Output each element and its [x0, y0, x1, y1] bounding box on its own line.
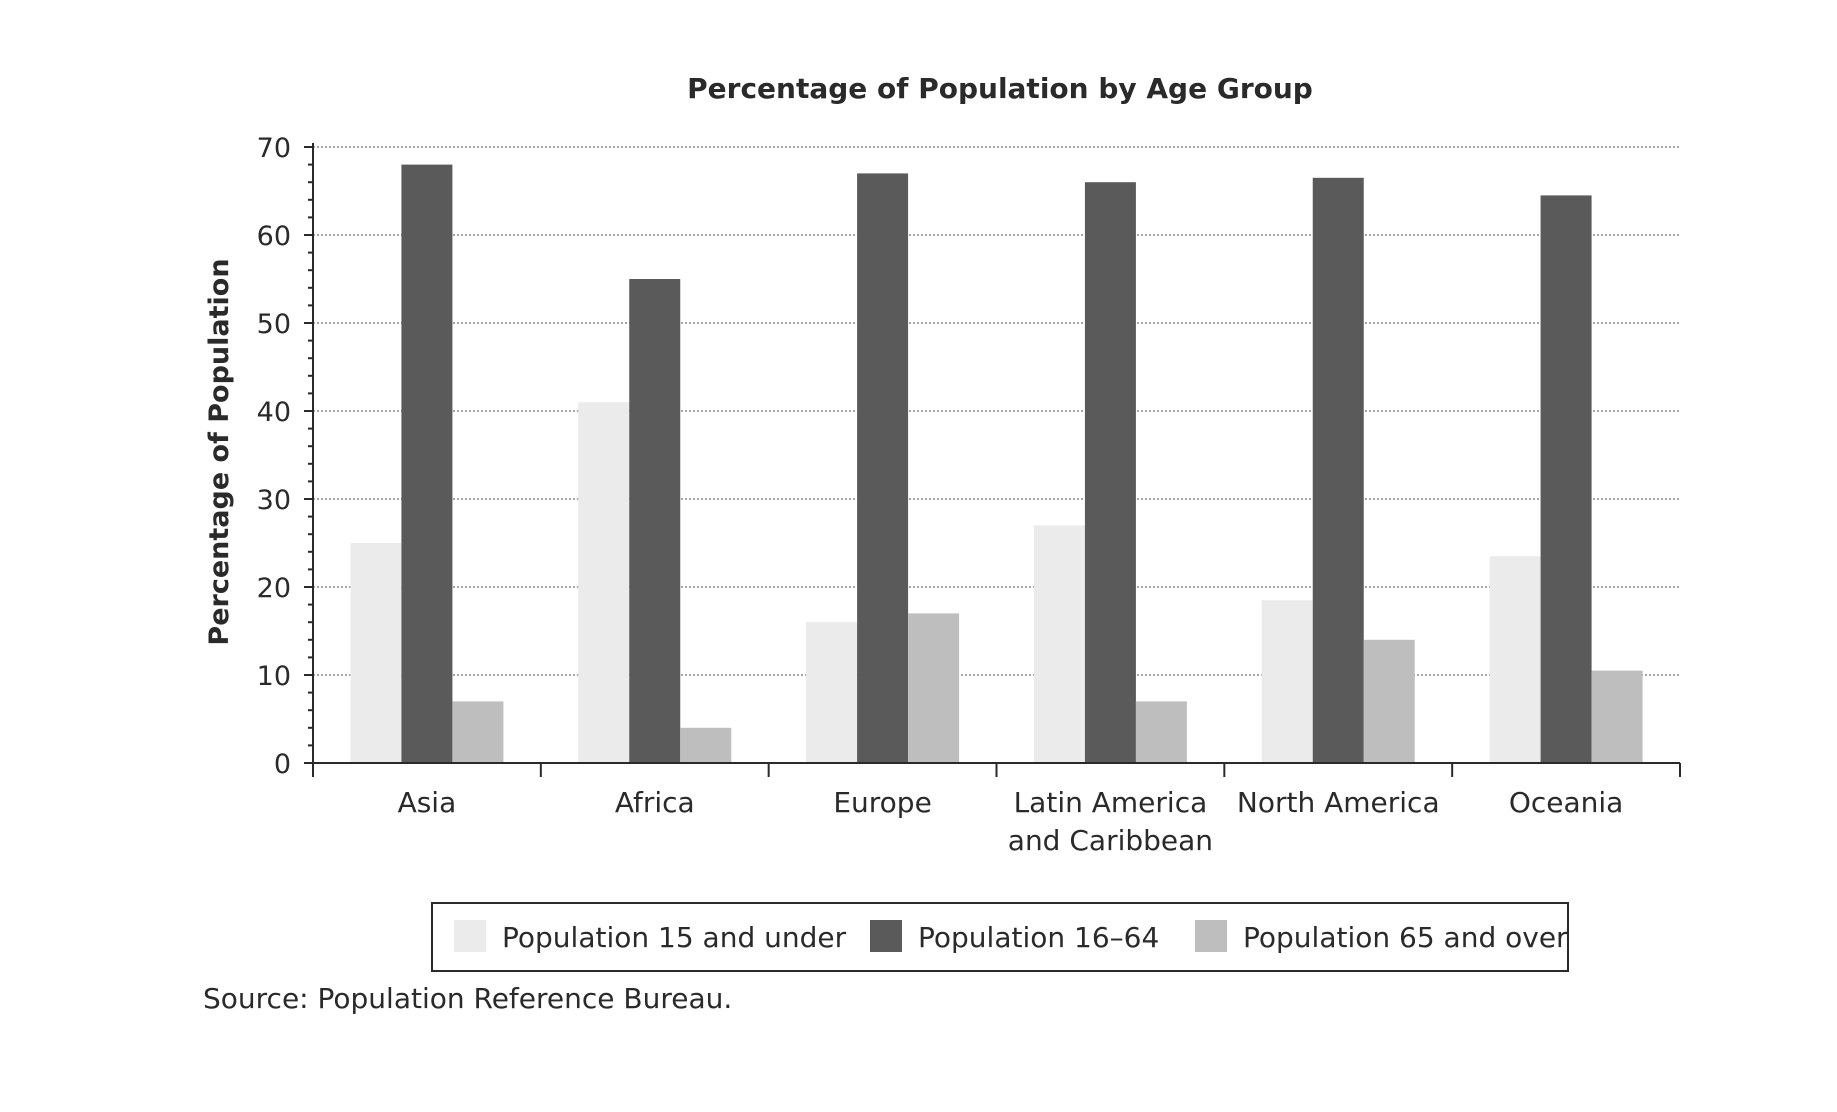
- bar: [680, 727, 732, 763]
- x-category-label: Europe: [833, 786, 931, 819]
- x-category-label: Africa: [615, 786, 695, 819]
- bar: [908, 613, 960, 763]
- legend-label: Population 16–64: [918, 921, 1159, 954]
- source-note: Source: Population Reference Bureau.: [203, 982, 732, 1015]
- bar: [1363, 639, 1415, 763]
- bar: [578, 402, 630, 763]
- grid-lines: [313, 146, 1680, 676]
- bar: [1084, 182, 1136, 763]
- legend: Population 15 and under Population 16–64 P…: [431, 902, 1569, 972]
- y-tick-label: 60: [257, 221, 291, 252]
- chart-title: Percentage of Population by Age Group: [687, 72, 1313, 105]
- x-category-label: and Caribbean: [1008, 824, 1213, 857]
- bar: [1489, 556, 1541, 763]
- y-tick-label: 0: [274, 749, 291, 780]
- x-category-label: Oceania: [1509, 786, 1624, 819]
- bar: [452, 701, 504, 763]
- x-category-labels: Asia Africa Europe Latin America and Caribbe…: [398, 786, 1624, 857]
- bar: [629, 279, 681, 763]
- bar: [857, 173, 909, 763]
- legend-swatch: [454, 920, 486, 952]
- y-axis-label: Percentage of Population: [204, 258, 235, 645]
- bar: [806, 622, 858, 763]
- bar: [1312, 177, 1364, 764]
- legend-label: Population 15 and under: [502, 921, 847, 954]
- y-tick-labels: 0 10 20 30 40 50 60 70: [257, 133, 291, 780]
- bar: [1033, 525, 1085, 763]
- legend-swatch: [870, 920, 902, 952]
- y-tick-label: 50: [257, 309, 291, 340]
- legend-label: Population 65 and over: [1243, 921, 1568, 954]
- legend-box: [431, 902, 1569, 972]
- bar: [350, 543, 402, 763]
- x-category-label: Latin America: [1014, 786, 1208, 819]
- legend-swatch: [1195, 920, 1227, 952]
- x-category-label: North America: [1237, 786, 1440, 819]
- y-tick-label: 70: [257, 133, 291, 164]
- y-tick-label: 40: [257, 397, 291, 428]
- y-tick-label: 20: [257, 573, 291, 604]
- y-tick-label: 30: [257, 485, 291, 516]
- y-tick-label: 10: [257, 661, 291, 692]
- bar: [1135, 701, 1187, 763]
- bars: [350, 164, 1643, 764]
- bar: [1540, 195, 1592, 763]
- x-category-label: Asia: [398, 786, 457, 819]
- bar: [1591, 670, 1643, 763]
- bar: [401, 164, 453, 764]
- axes: [304, 143, 1681, 777]
- bar: [1261, 600, 1313, 763]
